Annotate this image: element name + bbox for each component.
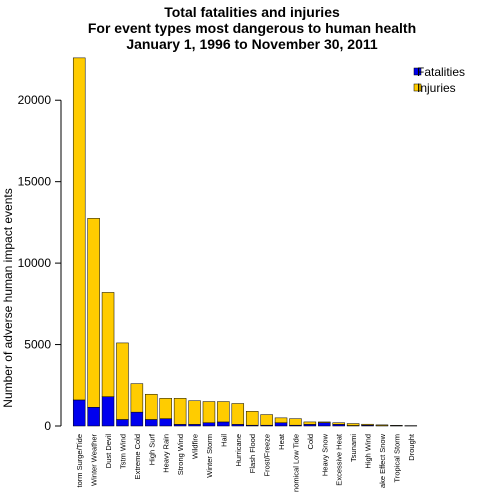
bar-injuries — [303, 421, 317, 425]
bar-fatalities — [72, 399, 86, 427]
bar-fatalities — [217, 421, 230, 427]
category-label: Frost/Freeze — [263, 434, 272, 477]
legend-label: Fatalities — [417, 65, 465, 79]
category-label: Heavy Rain — [162, 434, 171, 473]
category-label: torm Surge/Tide — [75, 434, 84, 488]
bar-injuries — [159, 398, 172, 419]
bar-fatalities — [318, 422, 331, 427]
bar-injuries — [87, 218, 100, 408]
bar-fatalities — [116, 419, 129, 427]
chart-title-block: Total fatalities and injuries For event … — [0, 4, 504, 52]
category-label: Excessive Heat — [335, 433, 344, 486]
bar-fatalities — [130, 411, 144, 427]
bar-injuries — [274, 417, 288, 423]
bar-injuries — [101, 292, 115, 397]
bar-injuries — [332, 422, 345, 425]
legend-label: Injuries — [417, 81, 456, 95]
y-tick-label: 0 — [44, 419, 51, 433]
category-label: Tropical Storm — [392, 434, 401, 482]
bar-injuries — [260, 414, 273, 426]
category-label: Wildfire — [191, 434, 200, 459]
bar-fatalities — [274, 422, 288, 427]
y-axis-title: Number of adverse human impact events — [1, 188, 15, 407]
bar-injuries — [116, 342, 129, 420]
category-label: Hurricane — [234, 434, 243, 467]
bar-injuries — [188, 400, 201, 425]
bar-fatalities — [159, 418, 172, 427]
chart-date-range: January 1, 1996 to November 30, 2011 — [126, 36, 378, 52]
chart-subtitle: For event types most dangerous to human … — [87, 20, 417, 36]
category-label: High Surf — [147, 433, 156, 465]
bar-injuries — [202, 401, 216, 423]
y-tick-label: 5000 — [24, 338, 51, 352]
y-tick-label: 20000 — [18, 93, 52, 107]
bar-injuries — [375, 424, 389, 426]
bar-fatalities — [202, 422, 216, 427]
bar-injuries — [346, 423, 360, 426]
bar-injuries — [72, 57, 86, 401]
bar-injuries — [130, 383, 144, 413]
legend-swatch — [413, 83, 422, 92]
category-label: Tsunami — [349, 434, 358, 462]
category-label: High Wind — [364, 434, 373, 469]
bar-fatalities — [87, 407, 100, 427]
category-label: Drought — [407, 433, 416, 461]
chart-title: Total fatalities and injuries — [164, 4, 340, 20]
bar-injuries — [318, 421, 331, 423]
category-label: Strong Wind — [176, 434, 185, 475]
category-label: Extreme Cold — [133, 434, 142, 479]
bar-fatalities — [101, 396, 115, 427]
category-label: ake Effect Snow — [378, 433, 387, 488]
category-label: Tstm Wind — [118, 434, 127, 469]
bar-injuries — [173, 398, 187, 425]
category-label: Heat — [277, 433, 286, 450]
bar-injuries — [231, 403, 245, 425]
category-label: Winter Weather — [90, 434, 99, 486]
category-label: Hail — [219, 434, 228, 447]
legend-swatch — [413, 67, 422, 76]
bar-injuries — [361, 423, 374, 426]
bar-injuries — [145, 393, 158, 420]
bar-injuries — [245, 411, 259, 426]
bar-injuries — [289, 418, 302, 426]
bar-fatalities — [145, 419, 158, 427]
category-label: Heavy Snow — [320, 433, 329, 476]
category-label: Cold — [306, 434, 315, 449]
category-label: nomical Low Tide — [291, 434, 300, 492]
y-tick-label: 10000 — [18, 256, 52, 270]
y-tick-label: 15000 — [18, 175, 52, 189]
category-label: Flash Flood — [248, 434, 257, 473]
category-label: Dust Devil — [104, 434, 113, 469]
bar-injuries — [217, 401, 230, 423]
category-label: Winter Storm — [205, 434, 214, 478]
